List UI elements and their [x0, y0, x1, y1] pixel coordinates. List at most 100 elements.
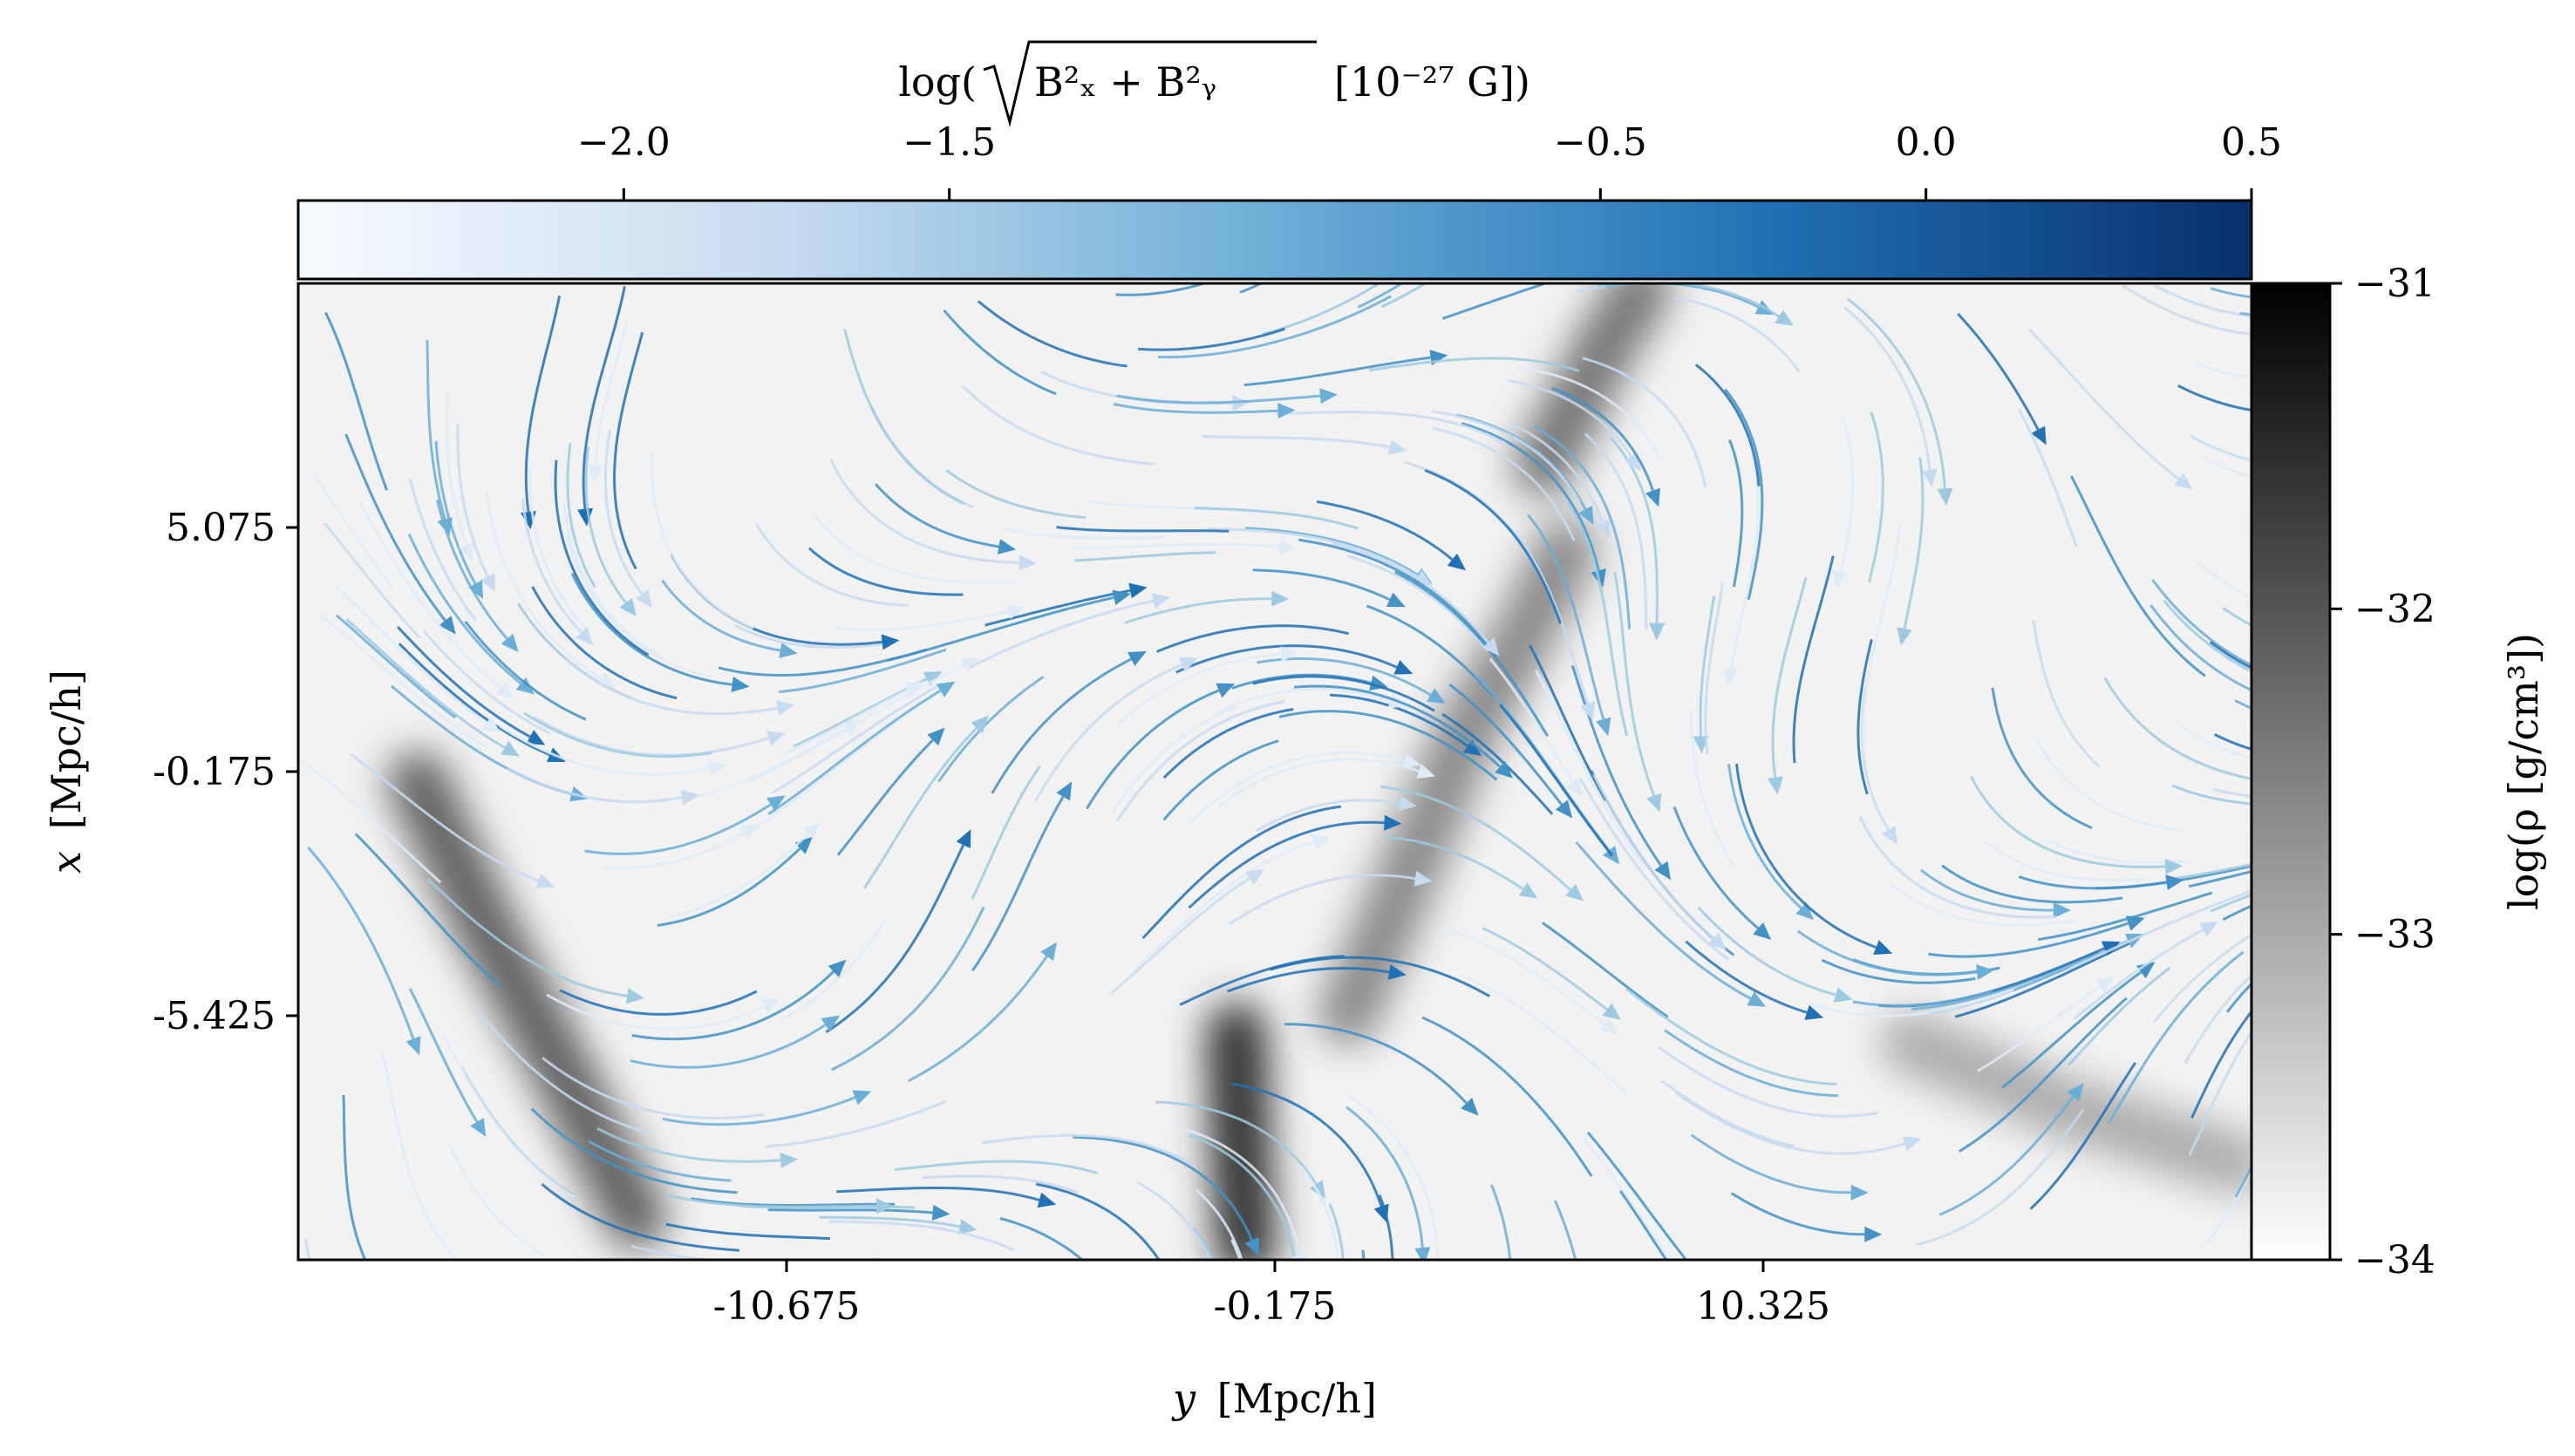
streamline — [1263, 283, 1381, 336]
streamline-arrow — [1850, 1184, 1869, 1201]
streamline — [441, 1033, 576, 1199]
streamline — [1592, 773, 1714, 940]
streamline — [1852, 989, 1993, 1007]
streamline — [1954, 939, 2136, 1018]
streamline-arrow — [776, 700, 795, 716]
streamline-arrow — [515, 677, 535, 695]
streamline-arrow — [956, 829, 971, 849]
streamline — [1958, 997, 2128, 1153]
streamline — [828, 1220, 1015, 1252]
streamline-arrow — [1645, 487, 1660, 507]
streamline-arrow — [405, 1036, 421, 1056]
streamline-arrow — [1384, 814, 1402, 831]
streamline — [2122, 284, 2251, 336]
streamline — [298, 758, 442, 884]
streamline — [908, 955, 1048, 1083]
streamline — [381, 1051, 460, 1260]
x-tick-label: -0.175 — [1214, 1284, 1337, 1329]
streamline-arrow — [1127, 650, 1147, 666]
streamline — [2176, 863, 2251, 880]
density-colorbar: −31 −32 −33 −34 log(ρ [g/cm³]) — [2250, 262, 2547, 1283]
streamline — [1329, 693, 1468, 747]
streamline — [2176, 721, 2251, 760]
streamline — [1534, 670, 1648, 870]
streamline — [2029, 1062, 2137, 1210]
streamline-arrow — [636, 589, 653, 609]
streamline-arrow — [1976, 964, 1995, 980]
streamline — [793, 677, 928, 748]
streamline-arrow — [535, 873, 555, 888]
streamline-arrow — [817, 1258, 835, 1260]
streamline — [1421, 1016, 1593, 1177]
streamline — [1660, 1079, 1795, 1148]
streamline — [1316, 500, 1454, 561]
density-colorbar-gradient — [2250, 282, 2332, 1262]
streamline — [1357, 283, 1405, 309]
streamline — [999, 1217, 1085, 1260]
streamline-arrow — [1775, 310, 1794, 326]
streamline-arrow — [526, 730, 546, 745]
field-tick-label: 0.5 — [2221, 120, 2282, 165]
streamline — [1176, 1126, 1302, 1256]
streamline — [2201, 455, 2251, 479]
streamline-arrow — [1414, 870, 1433, 887]
streamline — [524, 295, 562, 513]
streamline — [1694, 364, 1761, 486]
streamline — [1001, 527, 1167, 540]
streamline — [1441, 712, 1554, 815]
streamline — [1957, 312, 2040, 431]
streamline — [657, 847, 801, 927]
streamline — [2151, 579, 2251, 667]
streamline — [1195, 1188, 1243, 1260]
streamline-arrow — [779, 643, 798, 658]
streamline — [2068, 889, 2251, 970]
density-tick-label: −34 — [2354, 1238, 2435, 1283]
streamline — [408, 988, 479, 1123]
streamline — [1570, 664, 1663, 867]
streamline-arrow — [1398, 795, 1417, 812]
streamline — [1202, 434, 1391, 449]
streamline — [530, 1107, 738, 1194]
streamline-arrow — [1747, 991, 1767, 1007]
streamline — [324, 311, 389, 491]
density-colorbar-ticks: −31 −32 −33 −34 — [2330, 262, 2435, 1283]
streamline — [358, 500, 502, 689]
streamline-arrow — [1280, 646, 1299, 663]
streamline-arrow — [780, 1152, 799, 1168]
streamline — [335, 584, 487, 725]
density-tick-label: −32 — [2354, 587, 2435, 631]
streamline-arrow — [1922, 468, 1938, 487]
streamline-arrow — [1040, 942, 1058, 961]
streamline — [1618, 1190, 1668, 1260]
streamline-arrow — [2095, 976, 2115, 993]
streamline — [755, 523, 909, 608]
streamline — [1075, 542, 1280, 549]
streamline-arrow — [2164, 858, 2183, 874]
streamline — [1579, 778, 1730, 961]
streamline-arrow — [2067, 1083, 2084, 1102]
streamline — [2037, 891, 2213, 942]
streamline — [464, 620, 587, 721]
streamline — [825, 844, 965, 1033]
streamline — [991, 657, 1132, 794]
streamline — [2214, 733, 2251, 751]
x-axis-label: y [Mpc/h] — [1171, 1375, 1377, 1422]
streamline — [1527, 514, 1605, 720]
density-tick-label: −31 — [2354, 262, 2435, 306]
streamline — [1113, 403, 1278, 414]
streamline — [1489, 1184, 1512, 1260]
streamline — [2209, 641, 2251, 670]
streamline-arrow — [680, 789, 699, 806]
streamline — [344, 433, 446, 622]
streamline-arrow — [2199, 921, 2218, 937]
streamline-arrow — [1595, 519, 1611, 539]
streamline — [1124, 597, 1272, 624]
streamline — [1162, 708, 1294, 779]
streamline — [977, 300, 1127, 368]
streamline — [546, 993, 766, 1031]
streamline-arrow — [794, 836, 814, 854]
streamline-arrow — [495, 681, 514, 699]
streamline — [1916, 1108, 2085, 1247]
streamline-arrow — [876, 1198, 895, 1214]
streamline-arrow — [1387, 964, 1407, 980]
